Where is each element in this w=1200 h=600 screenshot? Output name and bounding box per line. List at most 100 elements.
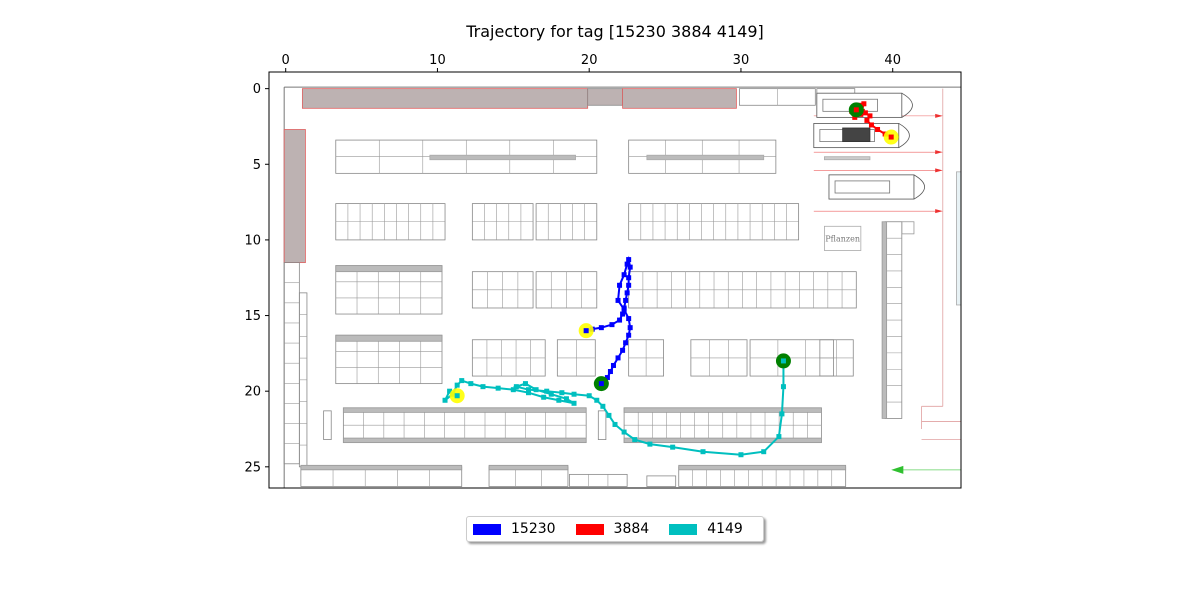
gondola-header xyxy=(335,265,443,273)
trajectory-point-3884 xyxy=(862,110,868,116)
top-wall-shelf xyxy=(622,88,737,109)
exit-arrowhead xyxy=(891,465,904,474)
trajectory-point-4149 xyxy=(548,391,554,397)
right-wall-shelf xyxy=(901,221,915,235)
trajectory-point-4149 xyxy=(761,449,767,455)
gondola-row xyxy=(335,265,443,315)
entrance-arrowhead xyxy=(935,209,943,214)
trajectory-point-4149 xyxy=(468,381,474,387)
trajectory-point-15230 xyxy=(626,282,632,288)
trajectory-point-4149 xyxy=(700,449,706,455)
trajectory-point-15230 xyxy=(615,355,621,361)
trajectory-point-4149 xyxy=(612,421,618,427)
trajectory-point-3884 xyxy=(888,134,894,140)
cart-highlight xyxy=(842,127,871,142)
trajectory-point-4149 xyxy=(780,358,786,364)
legend: 15230 3884 4149 xyxy=(466,516,764,542)
right-wall-header xyxy=(881,221,888,419)
trajectory-point-15230 xyxy=(626,275,632,281)
trajectory-point-4149 xyxy=(442,397,448,403)
gondola-header xyxy=(623,437,822,444)
cart-basket xyxy=(834,180,891,194)
trajectory-point-4149 xyxy=(454,382,460,388)
trajectory-point-15230 xyxy=(620,347,626,353)
gondola-header xyxy=(342,407,587,413)
legend-label-15230: 15230 xyxy=(511,521,556,537)
bottom-wall-shelf xyxy=(569,473,628,487)
y-tick-label: 25 xyxy=(244,460,261,475)
trajectory-point-15230 xyxy=(627,325,633,331)
cart-handle xyxy=(898,123,910,148)
trajectory-point-15230 xyxy=(615,297,621,303)
trajectory-point-4149 xyxy=(533,387,539,393)
trajectory-point-4149 xyxy=(738,452,744,458)
trajectory-point-3884 xyxy=(861,101,867,107)
checkout xyxy=(646,475,677,487)
trajectory-point-3884 xyxy=(852,114,858,120)
trajectory-point-4149 xyxy=(779,411,785,417)
trajectory-point-15230 xyxy=(598,381,604,387)
gondola-divider xyxy=(646,154,765,161)
trajectory-point-15230 xyxy=(624,261,630,267)
trajectory-point-3884 xyxy=(868,122,874,128)
trajectory-point-4149 xyxy=(454,393,460,399)
cart-outline xyxy=(828,174,915,200)
y-tick-label: 15 xyxy=(244,309,261,324)
cart-handle xyxy=(913,174,925,200)
y-tick-label: 5 xyxy=(253,158,261,173)
pflanzen-box xyxy=(824,225,862,251)
trajectory-point-15230 xyxy=(623,340,629,346)
trajectory-point-4149 xyxy=(526,390,531,396)
trajectory-point-15230 xyxy=(626,332,632,338)
trajectory-point-15230 xyxy=(604,375,610,381)
gondola-header xyxy=(335,334,443,342)
y-tick-label: 0 xyxy=(253,82,261,97)
trajectory-point-4149 xyxy=(522,381,528,387)
trajectory-point-15230 xyxy=(617,317,623,323)
trajectory-point-15230 xyxy=(598,325,604,331)
trajectory-layer xyxy=(442,101,899,458)
cart-handle xyxy=(901,92,913,118)
trajectory-point-15230 xyxy=(617,282,623,288)
trajectory-point-4149 xyxy=(621,429,627,435)
trajectory-point-15230 xyxy=(624,290,630,296)
gondola-header xyxy=(342,437,587,444)
trajectory-point-4149 xyxy=(780,384,786,390)
legend-item-4149: 4149 xyxy=(669,521,743,537)
right-edge-panel xyxy=(956,171,961,306)
trajectory-point-4149 xyxy=(632,437,638,443)
x-tick-label: 20 xyxy=(581,53,598,68)
trajectory-point-15230 xyxy=(627,264,633,270)
trajectory-point-4149 xyxy=(541,394,547,400)
legend-swatch-3884 xyxy=(575,523,604,535)
cart-row-marker xyxy=(824,156,871,161)
legend-item-15230: 15230 xyxy=(473,521,556,537)
trajectory-point-4149 xyxy=(563,396,569,402)
chart-title: Trajectory for tag [15230 3884 4149] xyxy=(466,22,764,41)
trajectory-point-15230 xyxy=(626,257,632,263)
trajectory-point-3884 xyxy=(867,113,873,119)
x-tick-label: 40 xyxy=(884,53,901,68)
x-tick-label: 30 xyxy=(733,53,750,68)
legend-swatch-4149 xyxy=(669,523,698,535)
trajectory-point-15230 xyxy=(620,311,626,317)
trajectory-point-15230 xyxy=(583,328,589,334)
trajectory-point-3884 xyxy=(875,126,881,132)
trajectory-point-3884 xyxy=(853,107,859,113)
trajectory-point-15230 xyxy=(621,272,627,278)
trajectory-point-4149 xyxy=(510,387,516,393)
trajectory-point-15230 xyxy=(607,369,613,375)
trajectory-point-4149 xyxy=(480,384,486,390)
trajectory-point-4149 xyxy=(513,384,519,390)
trajectory-point-4149 xyxy=(606,412,612,418)
top-wall-shelf xyxy=(301,88,589,109)
entrance-arrowhead xyxy=(935,113,943,118)
floor-plan-background: Pflanzen xyxy=(283,86,961,488)
bottom-wall-header xyxy=(300,464,463,471)
trajectory-point-4149 xyxy=(600,403,606,409)
trajectory-line-15230 xyxy=(585,255,632,385)
top-wall-shelf xyxy=(587,88,623,106)
axes-frame xyxy=(268,71,962,489)
y-axis: 0 5 10 15 20 25 xyxy=(244,82,269,475)
trajectory-point-4149 xyxy=(776,434,782,440)
